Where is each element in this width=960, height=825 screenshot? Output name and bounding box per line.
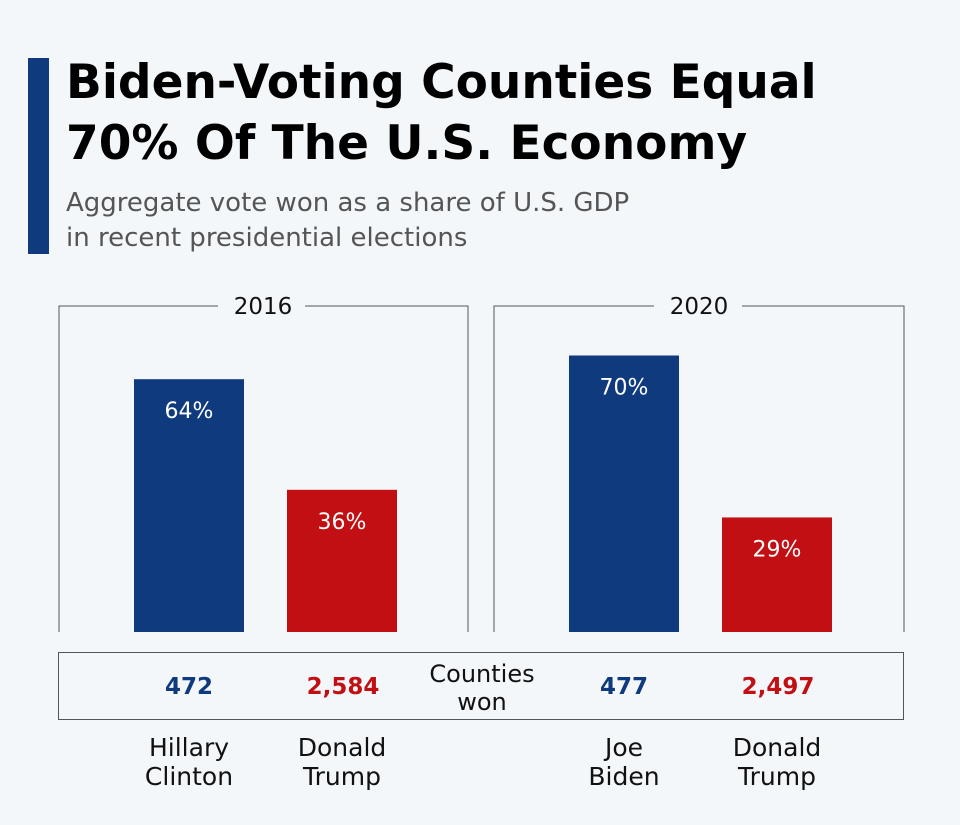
category-label-trump-2016: Donald Trump bbox=[272, 733, 412, 791]
bar-biden-2020 bbox=[569, 355, 679, 632]
category-label-biden-line-1: Joe bbox=[604, 733, 644, 762]
bar-value-label-biden-2020: 70% bbox=[600, 376, 649, 401]
title-line-1: Biden-Voting Counties Equal bbox=[66, 55, 817, 110]
year-label-2016: 2016 bbox=[234, 294, 293, 320]
category-label-trump-2016-line-1: Donald bbox=[297, 733, 387, 762]
category-label-clinton: Hillary Clinton bbox=[119, 733, 259, 791]
category-label-trump-2016-line-2: Trump bbox=[303, 762, 381, 791]
counties-won-clinton-2016: 472 bbox=[164, 674, 213, 700]
category-label-trump-2020-line-1: Donald bbox=[732, 733, 822, 762]
category-label-biden: Joe Biden bbox=[554, 733, 694, 791]
title-line-2: 70% Of The U.S. Economy bbox=[66, 116, 748, 171]
counties-label-line-1: Counties bbox=[429, 660, 535, 688]
accent-bar bbox=[28, 58, 49, 254]
counties-won-trump-2016: 2,584 bbox=[306, 674, 380, 700]
bar-value-label-trump-2016: 36% bbox=[318, 510, 367, 535]
category-label-clinton-line-1: Hillary bbox=[148, 733, 230, 762]
subtitle-line-1: Aggregate vote won as a share of U.S. GD… bbox=[66, 188, 630, 218]
bar-clinton-2016 bbox=[134, 379, 244, 632]
counties-won-label: Counties won bbox=[414, 660, 550, 716]
counties-won-biden-2020: 477 bbox=[599, 674, 648, 700]
counties-won-box bbox=[58, 652, 904, 720]
bar-value-label-clinton-2016: 64% bbox=[165, 399, 214, 424]
category-label-clinton-line-2: Clinton bbox=[144, 762, 234, 791]
bar-trump-2016 bbox=[287, 489, 397, 632]
bar-trump-2020 bbox=[722, 517, 832, 632]
counties-label-line-2: won bbox=[457, 688, 507, 716]
year-label-2020: 2020 bbox=[670, 294, 729, 320]
subtitle-line-2: in recent presidential elections bbox=[66, 223, 468, 253]
chart-title: Biden-Voting Counties Equal 70% Of The U… bbox=[66, 52, 817, 174]
bar-value-label-trump-2020: 29% bbox=[753, 537, 802, 562]
panel-frame-2016 bbox=[58, 305, 469, 632]
category-label-trump-2020-line-2: Trump bbox=[738, 762, 816, 791]
panel-frame-2020 bbox=[493, 305, 905, 632]
category-label-trump-2020: Donald Trump bbox=[707, 733, 847, 791]
counties-won-trump-2020: 2,497 bbox=[741, 674, 815, 700]
chart-subtitle: Aggregate vote won as a share of U.S. GD… bbox=[66, 186, 629, 256]
bars-layer: 64% 36% 70% 29% bbox=[134, 355, 832, 632]
category-label-biden-line-2: Biden bbox=[588, 762, 660, 791]
